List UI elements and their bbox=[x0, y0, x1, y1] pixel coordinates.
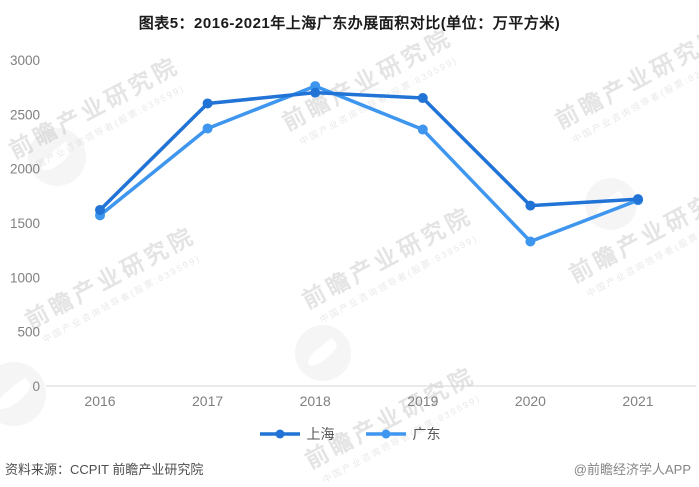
legend-label-shanghai: 上海 bbox=[306, 426, 335, 442]
svg-text:3000: 3000 bbox=[10, 53, 40, 68]
legend-label-guangdong: 广东 bbox=[412, 426, 441, 442]
legend-item-shanghai: 上海 bbox=[259, 424, 335, 444]
svg-text:2017: 2017 bbox=[192, 393, 223, 409]
legend-item-guangdong: 广东 bbox=[365, 424, 441, 444]
legend-marker-shanghai-icon bbox=[259, 429, 300, 439]
footer-source: 资料来源：CCPIT 前瞻产业研究院 bbox=[5, 462, 204, 477]
svg-text:2000: 2000 bbox=[10, 162, 40, 177]
line-chart: 0 500 1000 1500 2000 2500 3000 2016 2017 2018 2019… bbox=[10, 53, 696, 409]
svg-text:1500: 1500 bbox=[10, 216, 40, 231]
svg-text:500: 500 bbox=[17, 325, 40, 340]
svg-text:2500: 2500 bbox=[10, 107, 40, 122]
chart-title: 图表5：2016-2021年上海广东办展面积对比(单位：万平方米) bbox=[138, 15, 561, 32]
svg-text:2016: 2016 bbox=[84, 393, 115, 409]
svg-text:2018: 2018 bbox=[300, 393, 331, 409]
svg-text:2020: 2020 bbox=[515, 393, 546, 409]
legend-marker-guangdong-icon bbox=[365, 429, 406, 439]
chart-legend: 上海 广东 bbox=[0, 424, 699, 444]
footer-credit: @前瞻经济学人APP bbox=[573, 462, 691, 477]
svg-text:0: 0 bbox=[32, 379, 40, 394]
svg-text:2021: 2021 bbox=[622, 393, 653, 409]
svg-text:2019: 2019 bbox=[407, 393, 438, 409]
svg-text:1000: 1000 bbox=[10, 270, 40, 285]
